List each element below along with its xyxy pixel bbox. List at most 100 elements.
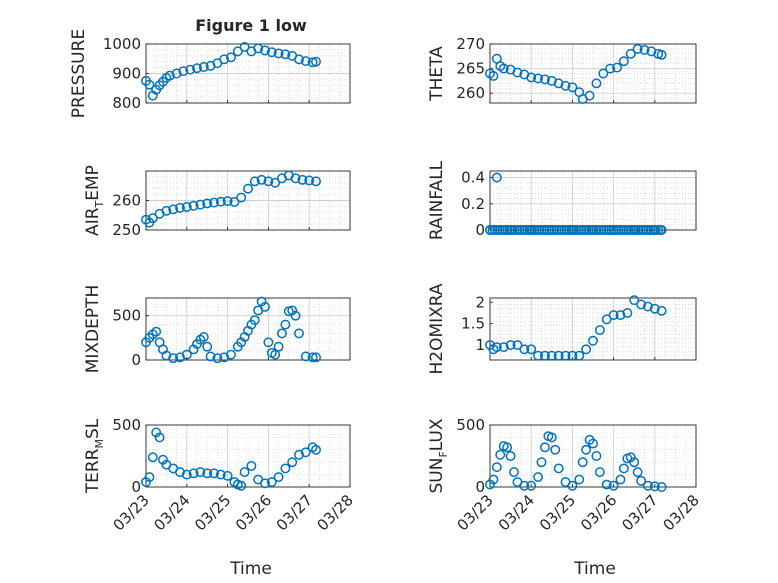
data-point [300,56,311,67]
data-point [615,310,626,321]
data-point [491,462,502,473]
data-point [605,63,616,74]
data-point [608,310,619,321]
data-point [656,305,667,316]
data-point [546,75,557,86]
data-point [618,463,629,474]
data-point [161,205,172,216]
data-point [550,444,561,455]
data-point [273,48,284,59]
data-point [178,66,189,77]
data-point [239,42,250,52]
data-point [290,310,301,321]
y-tick-label: 270 [456,35,485,53]
data-point [601,479,612,490]
data-point [546,432,557,443]
data-point [144,79,155,90]
data-point [533,350,544,361]
data-point [512,340,523,350]
x-tick-label: 03/25 [191,491,234,534]
data-point [567,350,578,361]
y-tick-label: 500 [456,416,485,434]
data-point [249,176,260,187]
data-point [181,202,192,212]
data-point [649,303,660,314]
data-point [526,480,537,491]
axes-box [145,297,351,361]
data-point [577,457,588,468]
data-point [625,48,636,59]
data-point [629,295,640,306]
data-point [147,213,158,224]
data-point [154,432,165,443]
data-point [249,315,260,326]
data-point [260,478,270,489]
data-point [188,200,199,211]
data-point [297,174,308,185]
data-point [594,467,605,478]
data-point [263,176,274,187]
data-point [188,468,199,479]
data-point [539,350,550,361]
x-tick-label: 03/25 [536,491,579,534]
data-point [205,351,216,362]
data-point [209,468,219,479]
data-point [175,202,185,213]
data-point [141,477,151,487]
y-axis-label: PRESSURE [69,29,89,118]
y-tick-label: 800 [112,94,141,112]
data-point [270,177,281,188]
data-point [512,67,523,78]
data-point [311,176,321,187]
x-tick-label: 03/27 [618,491,661,534]
y-tick-label: 0 [131,478,141,496]
y-tick-label: 250 [112,221,141,239]
data-point [498,63,509,74]
data-point [246,460,257,471]
data-point [280,49,291,60]
y-axis-label: TERRMSL [83,418,106,494]
data-point [642,480,653,491]
y-axis-label: H2OMIXRA [427,283,447,374]
data-point [198,62,209,72]
y-tick-label: 0 [475,221,485,239]
y-tick-label: 265 [456,60,485,78]
data-point [300,447,311,458]
data-point [209,197,219,208]
data-point [311,444,321,455]
data-point [505,451,516,461]
data-point [311,56,321,67]
y-tick-label: 0 [131,351,141,369]
data-point [219,54,230,65]
data-point [239,467,250,478]
data-point [574,474,585,485]
data-point [526,72,537,83]
y-tick-label: 1 [475,336,485,354]
data-point [151,326,162,337]
data-point [253,43,264,54]
data-point [202,468,213,479]
data-point [175,467,185,478]
data-point [505,340,516,350]
subplot-mixdepth: 0 500 MIXDEPTH [83,285,351,373]
y-axis-label: AIRTEMP [83,165,106,236]
data-point [195,199,206,210]
data-point [533,472,544,483]
data-point [533,73,544,84]
data-point [591,451,602,461]
data-point [185,64,196,75]
data-point [498,342,509,353]
subplot-theta: 260 265 270 THETA [427,35,697,105]
x-tick-label: 03/28 [660,491,703,534]
data-point [615,474,626,485]
y-tick-label: 500 [112,416,141,434]
data-point [574,350,585,361]
subplot-h2omixra: 1 1.5 2 H2OMIXRA [427,283,697,375]
data-point [656,49,667,60]
data-point [158,454,168,465]
data-point [639,44,650,55]
data-point [144,472,155,483]
data-point [192,63,202,74]
